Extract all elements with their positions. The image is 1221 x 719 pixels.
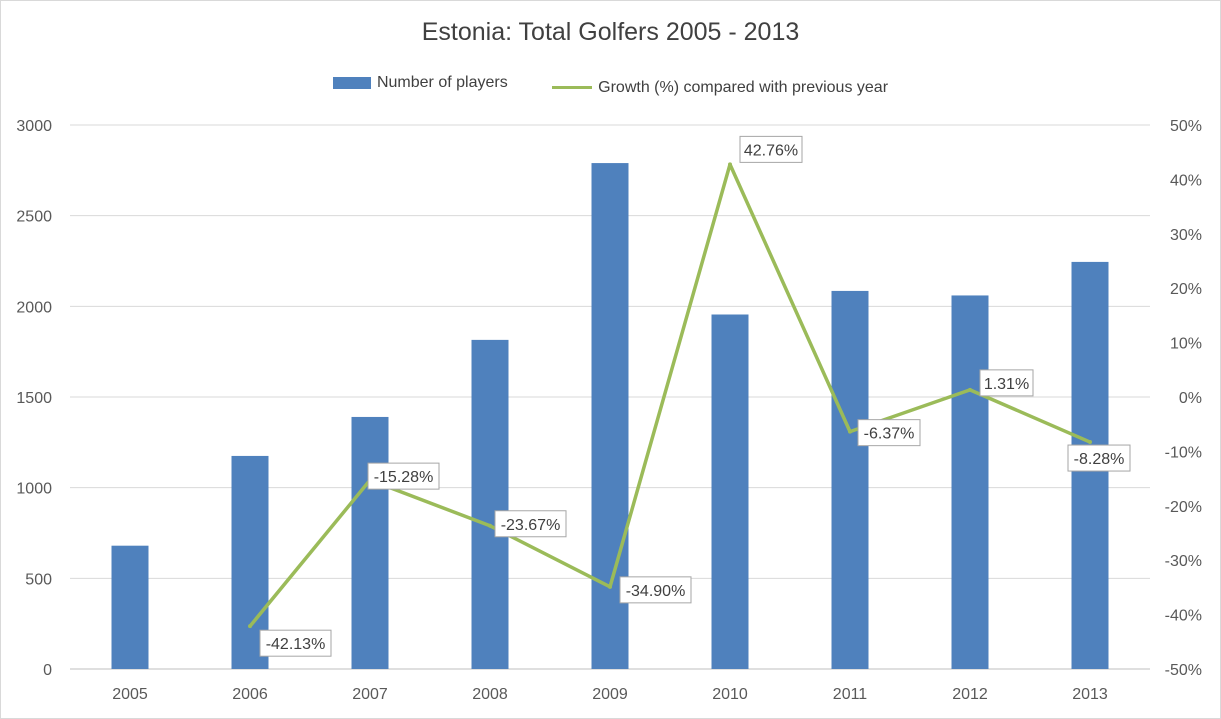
- y-left-tick-label: 1500: [16, 390, 52, 407]
- growth-point: [968, 387, 972, 392]
- chart-title: Estonia: Total Golfers 2005 - 2013: [421, 18, 800, 46]
- y-left-tick-label: 3000: [16, 118, 52, 135]
- legend-label-players: Number of players: [376, 74, 508, 91]
- bar: [951, 295, 989, 669]
- y-right-tick-label: -10%: [1165, 444, 1202, 461]
- x-tick-label: 2008: [472, 686, 508, 703]
- growth-point: [608, 584, 612, 589]
- y-right-tick-label: 10%: [1170, 336, 1202, 353]
- x-tick-label: 2005: [112, 686, 148, 703]
- legend-label-growth: Growth (%) compared with previous year: [598, 78, 889, 96]
- data-label-box: [367, 462, 440, 490]
- legend-swatch-players: [332, 77, 371, 89]
- data-label-box: [857, 419, 921, 447]
- x-tick-label: 2011: [833, 686, 868, 703]
- x-tick-label: 2013: [1072, 686, 1108, 703]
- bar: [351, 416, 389, 669]
- data-label: -6.37%: [864, 426, 915, 443]
- y-right-tick-label: -40%: [1165, 608, 1202, 625]
- x-tick-label: 2010: [712, 686, 748, 703]
- y-right-tick-label: 20%: [1170, 281, 1202, 298]
- data-label-box: [259, 629, 332, 657]
- y-left-tick-label: 2500: [16, 209, 52, 226]
- y-right-tick-label: -50%: [1165, 662, 1202, 679]
- legend-item-growth: Growth (%) compared with previous year: [552, 79, 888, 97]
- x-tick-label: 2009: [592, 686, 628, 703]
- data-label: -23.67%: [501, 517, 561, 534]
- growth-point: [1088, 440, 1092, 445]
- bar: [471, 339, 509, 669]
- bar: [831, 290, 869, 669]
- growth-point: [848, 429, 852, 434]
- data-label: -8.28%: [1074, 451, 1125, 468]
- data-label: 42.76%: [744, 142, 798, 159]
- y-right-tick-label: 40%: [1170, 172, 1202, 189]
- legend-item-players: Number of players: [332, 74, 508, 92]
- data-label-box: [979, 369, 1034, 397]
- y-right-tick-label: 0%: [1179, 390, 1202, 407]
- y-right-tick-label: 50%: [1170, 118, 1202, 135]
- data-label: -42.13%: [266, 636, 326, 653]
- data-label-box: [1067, 444, 1131, 472]
- x-tick-label: 2007: [352, 686, 388, 703]
- data-label-box: [494, 510, 567, 538]
- x-tick-label: 2012: [952, 686, 988, 703]
- y-right-tick-label: -30%: [1165, 553, 1202, 570]
- y-left-tick-label: 0: [43, 662, 52, 679]
- legend: Number of players Growth (%) compared wi…: [0, 74, 1221, 97]
- data-label: 1.31%: [984, 376, 1029, 393]
- growth-point: [248, 624, 252, 629]
- data-label: -34.90%: [626, 583, 686, 600]
- y-left-tick-label: 500: [25, 571, 52, 588]
- data-label-box: [619, 576, 692, 604]
- growth-point: [488, 523, 492, 528]
- legend-swatch-growth: [552, 86, 593, 89]
- bar: [711, 314, 749, 669]
- bar: [111, 545, 149, 669]
- y-left-tick-label: 2000: [16, 299, 52, 316]
- x-tick-label: 2006: [232, 686, 268, 703]
- y-right-tick-label: 30%: [1170, 227, 1202, 244]
- y-right-tick-label: -20%: [1165, 499, 1202, 516]
- growth-point: [728, 162, 732, 167]
- data-label-box: [739, 135, 803, 163]
- y-left-tick-label: 1000: [16, 481, 52, 498]
- data-label: -15.28%: [374, 469, 434, 486]
